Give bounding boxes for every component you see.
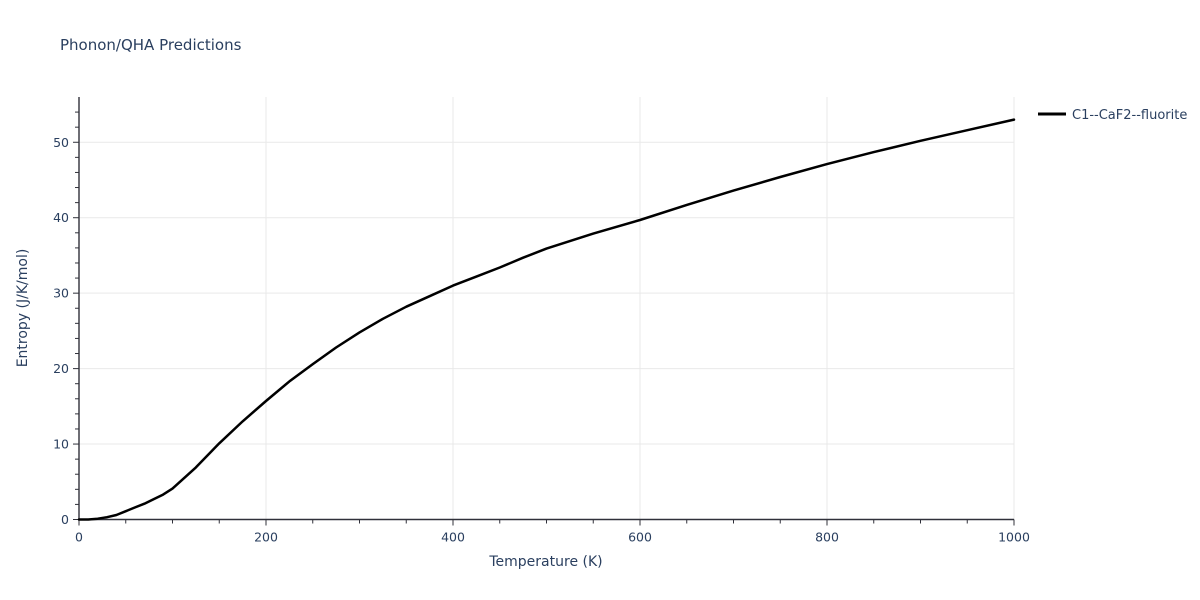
grid-layer [79, 97, 1015, 520]
x-tick-label: 600 [628, 530, 652, 545]
x-axis-title: Temperature (K) [488, 554, 602, 570]
series-layer [77, 118, 1016, 521]
axis-layer [73, 97, 1015, 526]
y-tick-label: 10 [53, 437, 69, 452]
x-tick-label: 400 [441, 530, 465, 545]
y-tick-label: 40 [53, 210, 69, 225]
y-tick-label: 20 [53, 361, 69, 376]
series-curve[interactable] [77, 118, 1016, 521]
legend-label[interactable]: C1--CaF2--fluorite [1072, 108, 1187, 123]
x-tick-label: 800 [815, 530, 839, 545]
x-tick-label: 1000 [998, 530, 1030, 545]
x-tick-label: 200 [254, 530, 278, 545]
legend[interactable]: C1--CaF2--fluorite [1038, 108, 1187, 123]
y-axis-title: Entropy (J/K/mol) [15, 249, 31, 368]
chart-title: Phonon/QHA Predictions [60, 36, 242, 54]
y-tick-label: 30 [53, 286, 69, 301]
y-tick-label: 50 [53, 135, 69, 150]
x-tick-label: 0 [75, 530, 83, 545]
tick-label-layer: 0 200 400 600 800 1000 0 10 20 30 40 50 [53, 135, 1030, 545]
y-tick-label: 0 [61, 512, 69, 527]
